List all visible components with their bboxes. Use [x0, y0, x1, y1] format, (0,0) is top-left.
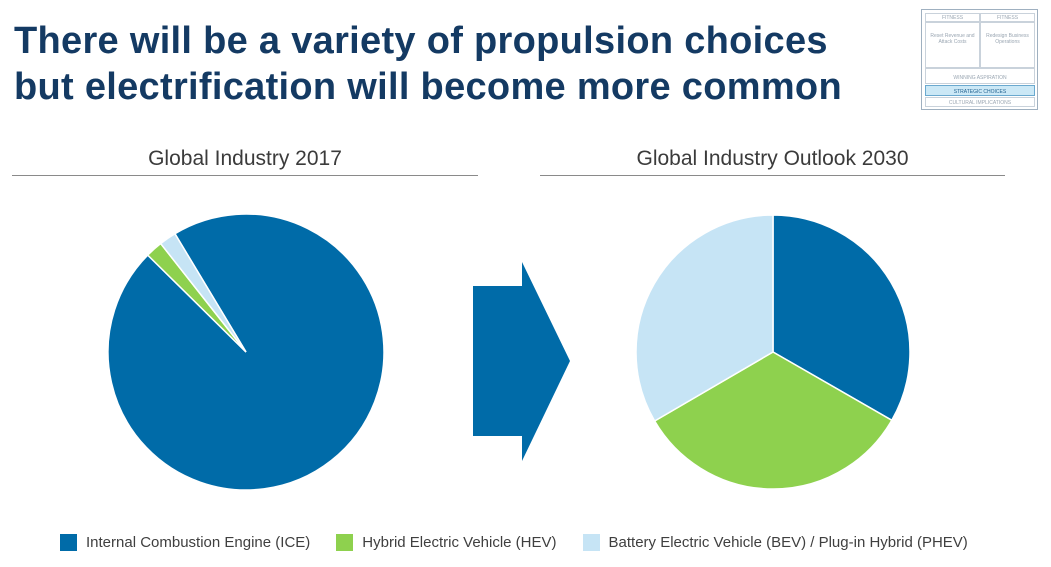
framework-box-right: Redesign Business Operations — [980, 22, 1035, 68]
legend-swatch-hev — [336, 533, 354, 551]
legend-item-hev: Hybrid Electric Vehicle (HEV) — [336, 533, 557, 551]
chart-divider-2030 — [540, 175, 1005, 176]
legend-label-hev: Hybrid Electric Vehicle (HEV) — [362, 533, 557, 551]
page-title: There will be a variety of propulsion ch… — [14, 18, 842, 110]
legend-label-ice: Internal Combustion Engine (ICE) — [86, 533, 311, 551]
chart-divider-2017 — [12, 175, 478, 176]
pie-chart-2017 — [107, 213, 385, 491]
pie-slice-ice-2030 — [772, 214, 911, 422]
pie-slice-bev-2030 — [635, 214, 774, 423]
legend-item-ice: Internal Combustion Engine (ICE) — [60, 533, 311, 551]
chart-title-2017: Global Industry 2017 — [148, 147, 342, 170]
framework-strategic-choices: STRATEGIC CHOICES — [925, 85, 1035, 96]
framework-box-left: Reset Revenue and Attack Costs — [925, 22, 980, 68]
right-arrow-icon — [473, 262, 570, 461]
framework-fitness-right: FITNESS — [980, 13, 1035, 22]
page-title-line-1: There will be a variety of propulsion ch… — [14, 20, 828, 62]
framework-cultural-implications: CULTURAL IMPLICATIONS — [925, 97, 1035, 107]
pie-chart-2030 — [635, 214, 911, 490]
legend-label-bev: Battery Electric Vehicle (BEV) / Plug-in… — [608, 533, 968, 551]
pie-slice-hev-2030 — [653, 351, 893, 490]
chart-legend: Internal Combustion Engine (ICE) Hybrid … — [60, 531, 994, 553]
framework-fitness-left: FITNESS — [925, 13, 980, 22]
framework-diagram: FITNESS FITNESS Reset Revenue and Attack… — [921, 9, 1038, 110]
legend-swatch-ice — [60, 533, 77, 551]
legend-swatch-bev — [582, 533, 600, 551]
legend-item-bev: Battery Electric Vehicle (BEV) / Plug-in… — [582, 533, 968, 551]
pie-slice-bev-2017 — [159, 232, 247, 353]
framework-winning-aspiration: WINNING ASPIRATION — [925, 68, 1035, 84]
page-title-line-2: but electrification will become more com… — [14, 66, 842, 108]
chart-title-2030: Global Industry Outlook 2030 — [636, 147, 909, 170]
